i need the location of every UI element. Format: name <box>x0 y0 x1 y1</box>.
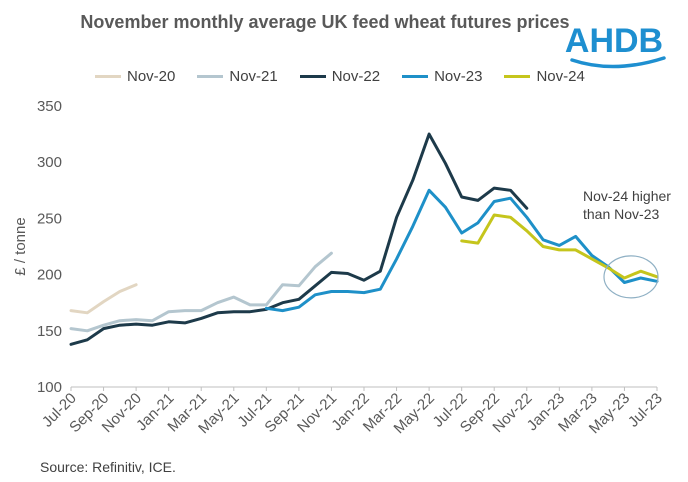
logo-text: AHDB <box>565 22 663 60</box>
legend-item-nov-21: Nov-21 <box>197 68 278 85</box>
y-axis-label: £ / tonne <box>12 217 29 275</box>
logo-swoosh <box>570 56 666 69</box>
legend-item-nov-23: Nov-23 <box>402 68 482 85</box>
legend-label-nov-24: Nov-24 <box>536 68 585 85</box>
legend-item-nov-24: Nov-24 <box>504 68 585 85</box>
series-line-nov-24 <box>460 213 659 280</box>
chart-title: November monthly average UK feed wheat f… <box>80 12 570 32</box>
legend-swatch-nov-22 <box>299 75 326 78</box>
y-tick-label-350: 350 <box>37 98 62 115</box>
legend-label-nov-20: Nov-20 <box>127 68 176 85</box>
y-tick-label-200: 200 <box>37 267 62 284</box>
ahdb-logo: AHDB <box>565 22 666 69</box>
series-line-nov-20 <box>69 283 138 315</box>
legend-swatch-nov-23 <box>402 75 429 78</box>
series-line-nov-21 <box>69 251 333 333</box>
x-tick-label-jul-23: Jul-23 <box>625 390 666 431</box>
legend-label-nov-23: Nov-23 <box>434 68 483 85</box>
annotation-circle <box>603 255 659 299</box>
series-line-nov-22 <box>69 132 529 346</box>
y-tick-label-100: 100 <box>37 379 62 396</box>
legend-label-nov-21: Nov-21 <box>229 68 278 85</box>
annotation-text-line: than Nov-23 <box>583 206 659 222</box>
y-tick-label-300: 300 <box>37 154 62 171</box>
source-note: Source: Refinitiv, ICE. <box>40 459 176 475</box>
legend-swatch-nov-20 <box>95 75 121 78</box>
legend-item-nov-20: Nov-20 <box>95 68 175 85</box>
legend-item-nov-22: Nov-22 <box>299 68 381 85</box>
y-tick-label-250: 250 <box>37 210 62 227</box>
annotation-text-line: Nov-24 higher <box>583 188 671 204</box>
legend-swatch-nov-24 <box>504 75 531 78</box>
series-line-nov-23 <box>264 188 659 313</box>
legend-label-nov-22: Nov-22 <box>331 68 381 85</box>
y-tick-label-150: 150 <box>37 323 62 340</box>
legend-swatch-nov-21 <box>197 75 224 78</box>
chart-legend: Nov-20 Nov-21 Nov-22 Nov-23 Nov-24 <box>95 68 607 85</box>
